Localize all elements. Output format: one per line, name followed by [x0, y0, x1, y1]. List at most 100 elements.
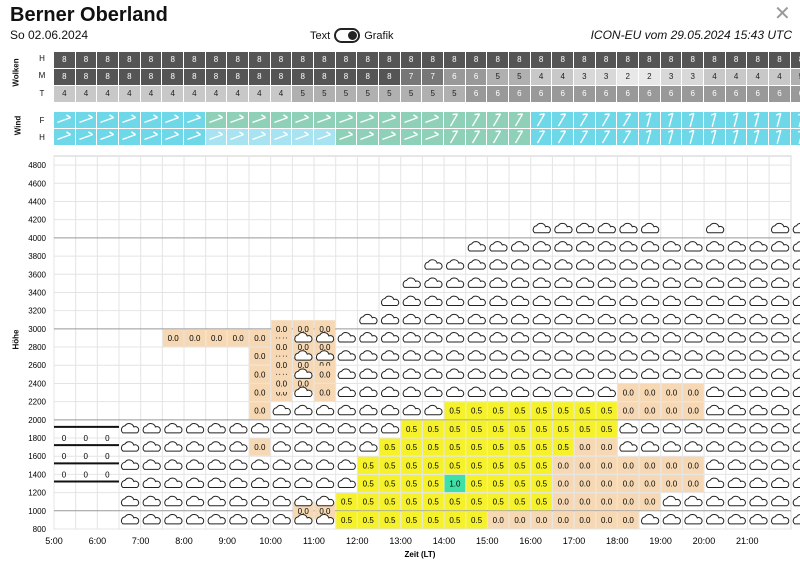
wind-cell	[660, 112, 683, 129]
cloud-icon	[446, 386, 465, 398]
lift-value: 0.5	[363, 498, 375, 507]
cloud-icon	[792, 350, 800, 361]
cloud-icon	[641, 332, 660, 343]
cloud-cell-m: 8	[314, 69, 336, 86]
cloud-icon	[337, 477, 356, 489]
cloud-cell-t: 6	[530, 86, 553, 103]
cloud-icon	[619, 259, 638, 270]
cloud-icon	[771, 495, 790, 507]
cloud-cell-t: 4	[205, 86, 228, 103]
lift-value: 0.0	[558, 461, 570, 470]
lift-cell	[531, 474, 552, 493]
cloud-icon	[641, 295, 660, 307]
lift-cell	[227, 329, 249, 347]
cloud-icon	[381, 404, 400, 416]
wind-cell	[465, 129, 488, 146]
lift-cell	[401, 511, 422, 529]
wind-barb-icon	[100, 114, 115, 124]
wind-cell	[725, 112, 748, 129]
lift-value: 0.0	[688, 480, 700, 489]
cloud-icon	[164, 441, 183, 452]
cloud-icon	[771, 514, 790, 525]
cloud-icon	[402, 368, 421, 379]
lift-cell	[639, 402, 661, 420]
cloud-icon	[467, 386, 486, 398]
lift-cell	[574, 474, 596, 493]
lift-cell	[509, 402, 531, 420]
y-tick-label: 3800	[28, 252, 46, 261]
lift-cell	[336, 493, 357, 511]
lift-value: 0.0	[276, 343, 288, 352]
cloud-icon	[749, 259, 768, 270]
cloud-icon	[381, 386, 400, 398]
lift-cell	[531, 420, 552, 438]
cloud-icon	[337, 368, 356, 379]
lift-value: 0.0	[319, 389, 331, 398]
x-tick-label: 14:00	[433, 536, 456, 546]
cloud-icon	[424, 295, 443, 307]
toggle-switch[interactable]	[334, 28, 361, 43]
cloud-icon	[359, 441, 378, 452]
cloud-cell-m: 4	[704, 69, 726, 86]
wind-cell	[465, 112, 488, 129]
lift-value: 0.0	[276, 379, 288, 388]
x-tick-label: 12:00	[346, 536, 369, 546]
x-tick-label: 20:00	[693, 536, 716, 546]
y-tick-label: 2200	[28, 398, 46, 407]
cloud-icon	[250, 477, 270, 489]
wind-cell	[617, 129, 640, 146]
lift-value: 0.0	[623, 498, 635, 507]
wind-cell	[119, 112, 141, 129]
cloud-icon	[706, 495, 725, 507]
cloud-icon	[424, 259, 443, 270]
lift-value: 0.5	[536, 443, 548, 452]
cloud-cell-m: 4	[530, 69, 553, 86]
lift-cell	[314, 383, 336, 402]
cloud-cell-h: 8	[249, 52, 271, 69]
box-value: 0	[62, 452, 67, 461]
lift-value: 0.5	[449, 461, 461, 470]
y-tick-label: 4600	[28, 179, 46, 188]
lift-value: 0.5	[471, 425, 483, 434]
wind-cell	[205, 129, 228, 146]
wind-barb-icon	[493, 130, 502, 144]
view-toggle[interactable]: Text Grafik	[310, 28, 394, 43]
wind-cell	[509, 129, 531, 146]
wind-barb-icon	[514, 113, 524, 127]
cloud-icon	[727, 477, 746, 489]
cloud-icon	[576, 222, 595, 234]
box-value: 0	[83, 434, 88, 443]
lift-cell	[336, 511, 357, 529]
cloud-icon	[597, 277, 616, 288]
cloud-cell-h: 8	[747, 52, 770, 69]
lift-cell	[682, 402, 704, 420]
cloud-icon	[662, 277, 681, 288]
lift-cell	[639, 493, 661, 511]
lift-value: 0.0	[558, 498, 570, 507]
lift-cell	[271, 338, 292, 356]
cloud-icon	[706, 459, 725, 470]
cloud-cell-t: 6	[509, 86, 531, 103]
wind-barb-icon	[493, 113, 502, 127]
close-icon[interactable]: ✕	[774, 3, 791, 25]
lift-cell	[162, 329, 184, 347]
cloud-icon	[554, 332, 573, 343]
cloud-cell-h: 8	[184, 52, 206, 69]
lift-value: 0.0	[276, 361, 288, 370]
cloud-icon	[315, 404, 335, 416]
wind-row-label-f: F	[39, 116, 45, 125]
lift-cell	[401, 438, 422, 456]
cloud-icon	[706, 313, 725, 325]
lift-cell	[379, 474, 401, 493]
cloud-icon	[771, 350, 790, 361]
cloud-icon	[315, 441, 335, 452]
cloud-icon	[402, 350, 421, 361]
cloud-cell-t: 5	[335, 86, 358, 103]
y-tick-label: 4200	[28, 216, 46, 225]
cloud-icon	[467, 241, 486, 252]
lift-cell	[661, 456, 682, 474]
lift-value: 0.0	[688, 407, 700, 416]
lift-cell	[249, 365, 271, 383]
wind-barb-icon	[382, 131, 397, 141]
cloud-icon	[446, 295, 465, 307]
